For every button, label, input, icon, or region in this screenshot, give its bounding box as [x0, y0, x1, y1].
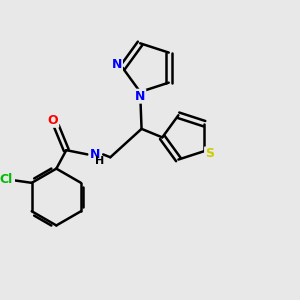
Text: N: N — [89, 148, 100, 161]
Text: N: N — [112, 58, 122, 71]
Text: N: N — [135, 90, 145, 103]
Text: S: S — [205, 147, 214, 161]
Text: H: H — [95, 156, 104, 166]
Text: O: O — [48, 114, 58, 127]
Text: Cl: Cl — [0, 173, 12, 187]
